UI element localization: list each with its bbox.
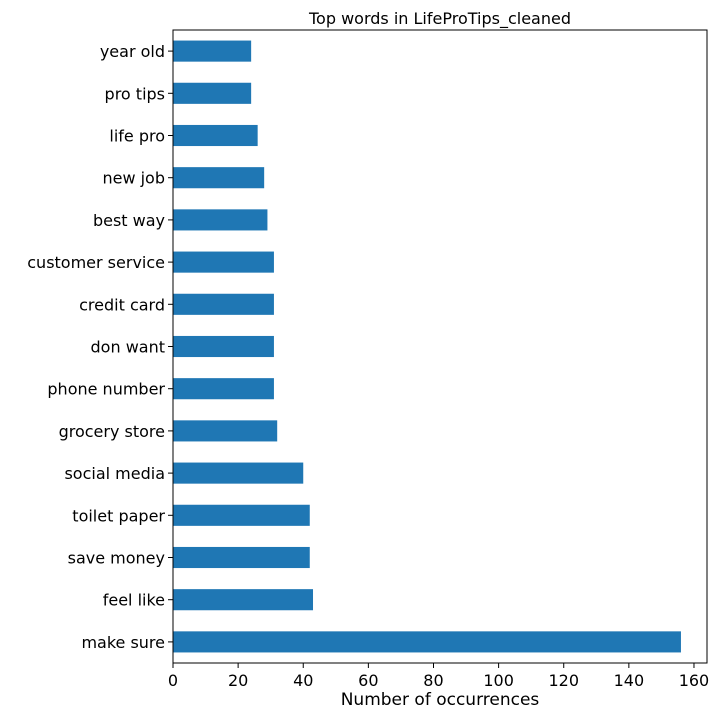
bar — [173, 293, 274, 315]
bar — [173, 251, 274, 273]
y-axis-ticks: make sure feel like save money toilet paper… — [27, 42, 173, 652]
y-tick-label: save money — [68, 549, 165, 568]
bar — [173, 546, 310, 569]
bar — [173, 82, 252, 104]
y-tick-label: toilet paper — [72, 506, 165, 525]
x-tick-label: 160 — [679, 671, 710, 690]
y-tick-label: pro tips — [105, 84, 165, 103]
y-tick-label: new job — [102, 169, 165, 188]
x-tick-label: 120 — [548, 671, 579, 690]
y-tick-label: best way — [93, 211, 165, 230]
x-tick-label: 60 — [358, 671, 378, 690]
bar — [173, 504, 310, 526]
y-tick-label: life pro — [109, 127, 165, 146]
bar — [173, 40, 252, 62]
chart-title: Top words in LifeProTips_cleaned — [308, 9, 571, 29]
x-tick-label: 140 — [614, 671, 645, 690]
x-tick-label: 20 — [228, 671, 248, 690]
bar — [173, 124, 258, 147]
bar — [173, 589, 314, 611]
y-tick-label: social media — [64, 464, 165, 483]
y-tick-label: feel like — [103, 591, 165, 610]
y-tick-label: credit card — [79, 295, 165, 314]
plot-frame — [172, 29, 708, 664]
x-tick-label: 40 — [293, 671, 313, 690]
bars-group — [173, 40, 681, 653]
bar — [173, 167, 265, 189]
x-axis-ticks: 0 20 40 60 80 100 120 140 160 — [168, 663, 709, 690]
y-tick-label: don want — [91, 338, 165, 357]
bar — [173, 378, 274, 400]
bar — [173, 631, 681, 653]
x-tick-label: 0 — [168, 671, 178, 690]
bar — [173, 209, 268, 231]
x-tick-label: 80 — [423, 671, 443, 690]
y-tick-label: customer service — [27, 253, 165, 272]
y-tick-label: make sure — [81, 633, 165, 652]
x-axis-label: Number of occurrences — [341, 690, 540, 710]
x-tick-label: 100 — [483, 671, 514, 690]
bar — [173, 420, 278, 442]
bar — [173, 462, 304, 484]
y-tick-label: year old — [100, 42, 165, 61]
y-tick-label: grocery store — [59, 422, 165, 441]
bar — [173, 335, 274, 358]
y-tick-label: phone number — [47, 380, 165, 399]
